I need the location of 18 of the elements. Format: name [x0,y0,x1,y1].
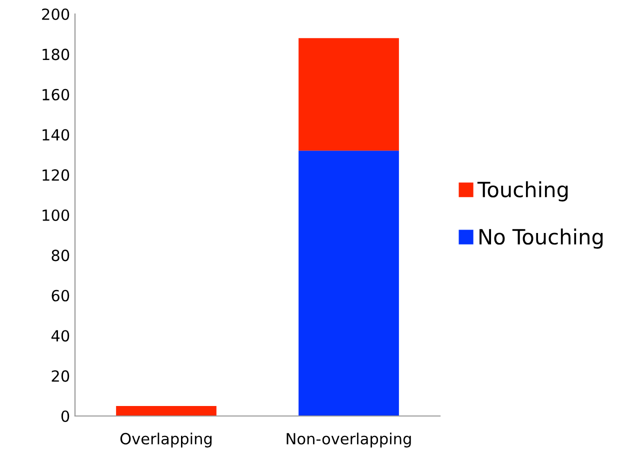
y-tick-label: 200 [42,8,70,20]
y-tick-label: 40 [51,330,70,342]
x-tick-label: Overlapping [120,432,212,448]
y-tick-label: 100 [42,209,70,222]
y-tick-label: 60 [52,290,70,302]
y-tick-label: 0 [61,410,70,422]
y-tick-label: 20 [52,370,70,382]
y-tick-label: 140 [42,129,70,141]
bar [298,150,399,416]
bar [116,406,216,416]
y-tick-label: 120 [42,169,70,181]
legend-label: No Touching [480,228,603,249]
bar [298,38,399,151]
legend-label: Touching [477,181,568,202]
x-tick-label: Non-overlapping [286,432,411,448]
y-tick-label: 80 [52,250,70,262]
y-tick-label: 160 [42,88,70,100]
y-tick-label: 180 [42,48,70,60]
